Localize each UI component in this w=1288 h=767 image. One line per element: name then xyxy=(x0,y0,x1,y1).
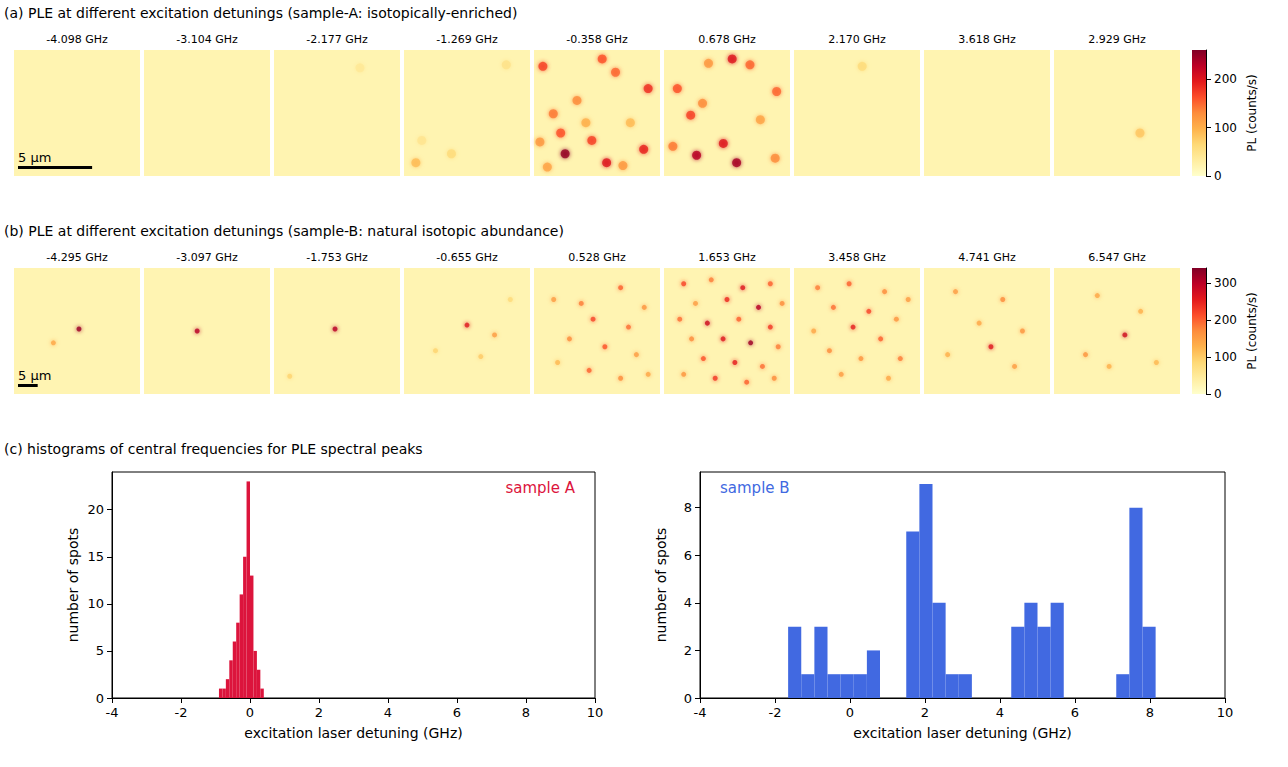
svg-text:100: 100 xyxy=(1214,121,1237,135)
svg-text:-1.269 GHz: -1.269 GHz xyxy=(436,33,498,46)
svg-text:-4.098 GHz: -4.098 GHz xyxy=(46,33,108,46)
svg-text:100: 100 xyxy=(1214,350,1237,364)
svg-text:number of spots: number of spots xyxy=(65,528,81,643)
svg-text:-4.295 GHz: -4.295 GHz xyxy=(46,251,108,264)
svg-text:0: 0 xyxy=(1214,387,1222,401)
svg-text:3.458 GHz: 3.458 GHz xyxy=(828,251,886,264)
svg-text:PL (counts/s): PL (counts/s) xyxy=(1245,74,1259,152)
svg-text:-2: -2 xyxy=(175,705,188,720)
svg-text:8: 8 xyxy=(522,705,530,720)
svg-text:excitation laser detuning (GHz: excitation laser detuning (GHz) xyxy=(244,725,462,741)
svg-text:0: 0 xyxy=(846,705,854,720)
svg-text:-1.753 GHz: -1.753 GHz xyxy=(306,251,368,264)
svg-text:6: 6 xyxy=(453,705,461,720)
svg-text:-2.177 GHz: -2.177 GHz xyxy=(306,33,368,46)
svg-text:8: 8 xyxy=(684,500,692,515)
svg-text:5 µm: 5 µm xyxy=(18,368,51,383)
svg-text:-0.358 GHz: -0.358 GHz xyxy=(566,33,628,46)
svg-text:-0.655 GHz: -0.655 GHz xyxy=(436,251,498,264)
svg-text:1.653 GHz: 1.653 GHz xyxy=(698,251,756,264)
svg-text:-3.097 GHz: -3.097 GHz xyxy=(176,251,238,264)
svg-text:0: 0 xyxy=(1214,169,1222,183)
svg-text:4: 4 xyxy=(384,705,392,720)
svg-text:10: 10 xyxy=(1217,705,1234,720)
svg-text:10: 10 xyxy=(87,596,104,611)
svg-text:0: 0 xyxy=(246,705,254,720)
svg-text:2: 2 xyxy=(315,705,323,720)
svg-text:200: 200 xyxy=(1214,72,1237,86)
svg-text:4.741 GHz: 4.741 GHz xyxy=(958,251,1016,264)
svg-text:15: 15 xyxy=(87,549,104,564)
svg-text:-3.104 GHz: -3.104 GHz xyxy=(176,33,238,46)
svg-text:-4: -4 xyxy=(106,705,119,720)
svg-text:0: 0 xyxy=(684,691,692,706)
svg-text:(c) histograms of central freq: (c) histograms of central frequencies fo… xyxy=(4,441,423,457)
svg-text:2: 2 xyxy=(684,643,692,658)
svg-text:2.170 GHz: 2.170 GHz xyxy=(828,33,886,46)
svg-text:8: 8 xyxy=(1146,705,1154,720)
svg-text:200: 200 xyxy=(1214,313,1237,327)
svg-text:300: 300 xyxy=(1214,276,1237,290)
svg-text:5 µm: 5 µm xyxy=(18,150,51,165)
svg-text:-4: -4 xyxy=(694,705,707,720)
svg-text:3.618 GHz: 3.618 GHz xyxy=(958,33,1016,46)
svg-text:4: 4 xyxy=(996,705,1004,720)
svg-text:-2: -2 xyxy=(769,705,782,720)
svg-text:excitation laser detuning (GHz: excitation laser detuning (GHz) xyxy=(853,725,1071,741)
svg-text:6: 6 xyxy=(684,548,692,563)
svg-text:0.528 GHz: 0.528 GHz xyxy=(568,251,626,264)
svg-text:(a) PLE at different excitatio: (a) PLE at different excitation detuning… xyxy=(4,5,517,21)
svg-text:PL (counts/s): PL (counts/s) xyxy=(1245,292,1259,370)
svg-text:2: 2 xyxy=(921,705,929,720)
svg-text:2.929 GHz: 2.929 GHz xyxy=(1088,33,1146,46)
svg-text:20: 20 xyxy=(87,502,104,517)
svg-text:(b) PLE at different excitatio: (b) PLE at different excitation detuning… xyxy=(4,223,564,239)
svg-text:6: 6 xyxy=(1071,705,1079,720)
svg-text:4: 4 xyxy=(684,595,692,610)
svg-text:5: 5 xyxy=(96,643,104,658)
svg-text:0: 0 xyxy=(96,691,104,706)
svg-text:0.678 GHz: 0.678 GHz xyxy=(698,33,756,46)
svg-text:10: 10 xyxy=(587,705,604,720)
svg-text:number of spots: number of spots xyxy=(653,528,669,643)
svg-text:sample A: sample A xyxy=(505,479,575,497)
svg-text:6.547 GHz: 6.547 GHz xyxy=(1088,251,1146,264)
svg-text:sample B: sample B xyxy=(720,479,790,497)
